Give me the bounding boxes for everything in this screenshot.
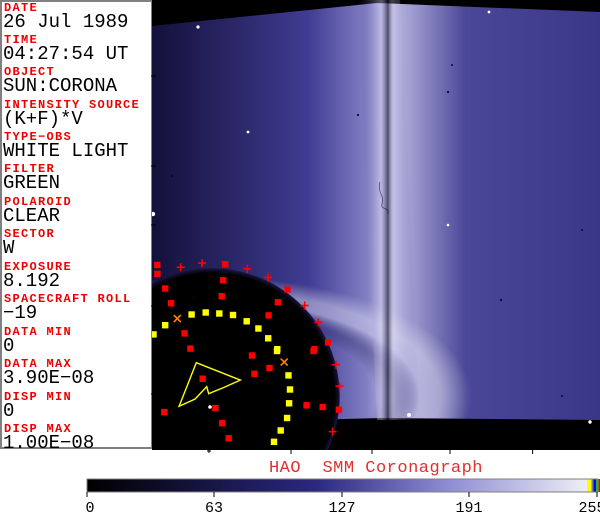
svg-text:63: 63 <box>205 500 223 512</box>
svg-text:255: 255 <box>578 500 600 512</box>
svg-text:191: 191 <box>455 500 482 512</box>
svg-text:127: 127 <box>328 500 355 512</box>
svg-text:0: 0 <box>85 500 94 512</box>
